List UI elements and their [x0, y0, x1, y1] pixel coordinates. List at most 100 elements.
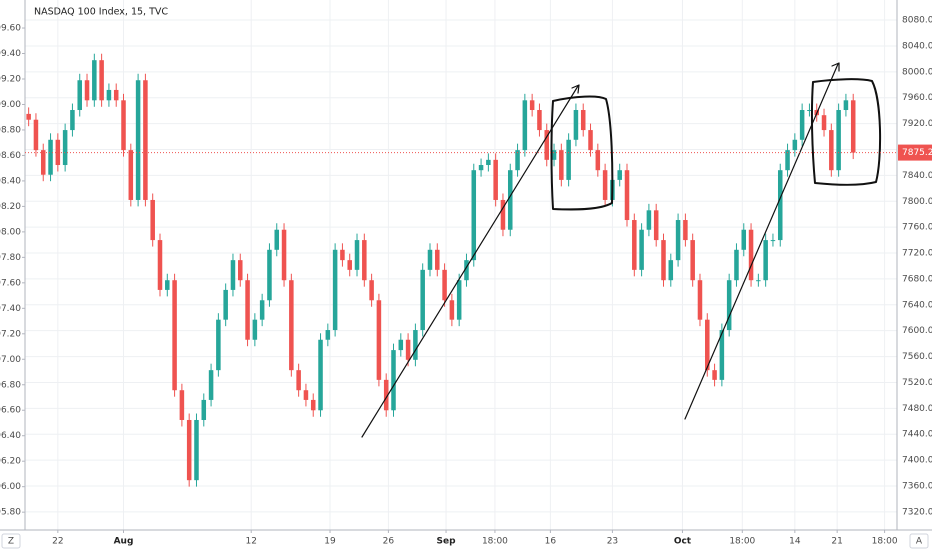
candle-body — [580, 110, 586, 131]
candle-body — [617, 170, 622, 180]
candle-body — [318, 339, 323, 411]
candle-body — [763, 240, 768, 281]
candle-body — [442, 269, 447, 301]
candle-body — [719, 330, 725, 380]
candle-body — [522, 100, 528, 151]
x-tick-label: Sep — [437, 537, 457, 547]
y-tick-label: 97.00 — [0, 355, 21, 365]
y2-tick-label: 7920.0 — [902, 119, 932, 129]
candle-body — [602, 170, 608, 200]
candle-body — [55, 139, 61, 166]
y2-tick-label: 7800.0 — [902, 197, 932, 207]
candle-body — [99, 60, 104, 101]
y2-tick-label: 8000.0 — [902, 67, 932, 77]
y-tick-label: 98.60 — [0, 151, 21, 161]
candle-body — [310, 399, 316, 411]
y-tick-label: 96.00 — [0, 482, 21, 492]
y2-tick-label: 7480.0 — [902, 404, 932, 414]
candle-body — [413, 330, 418, 360]
candle-body — [427, 249, 433, 270]
candle-body — [165, 280, 170, 290]
x-tick-label: 18:00 — [872, 537, 898, 547]
y-tick-label: 96.40 — [0, 431, 21, 441]
candle-body — [106, 89, 112, 101]
candle-body — [186, 419, 192, 481]
y2-tick-label: 7400.0 — [902, 456, 932, 466]
y2-tick-label: 7560.0 — [902, 352, 932, 362]
candle-body — [303, 390, 309, 400]
y2-tick-label: 7720.0 — [902, 249, 932, 259]
candle-body — [157, 240, 163, 290]
candle-body — [770, 240, 776, 242]
y2-tick-label: 7360.0 — [902, 481, 932, 491]
candle-body — [850, 100, 856, 153]
scale-button-label[interactable]: A — [916, 537, 923, 547]
candle-body — [668, 260, 674, 281]
x-tick-label: 14 — [789, 537, 801, 547]
candle-body — [325, 330, 331, 340]
candle-body — [464, 260, 469, 281]
candle-body — [216, 319, 221, 371]
y2-tick-label: 8040.0 — [902, 41, 932, 51]
candle-body — [551, 150, 557, 160]
scale-button[interactable] — [1, 533, 21, 549]
candle-body — [515, 150, 520, 171]
candles — [26, 53, 856, 487]
candle-body — [624, 170, 630, 221]
y-tick-label: 95.80 — [0, 508, 21, 518]
candle-body — [785, 150, 790, 171]
candle-body — [354, 240, 360, 270]
candle-body — [70, 110, 75, 131]
y-tick-label: 98.40 — [0, 176, 21, 186]
candle-body — [33, 119, 39, 151]
candle-body — [238, 260, 243, 281]
y2-tick-label: 7960.0 — [902, 93, 932, 103]
x-tick-label: 19 — [324, 537, 336, 547]
candle-body — [529, 100, 535, 111]
candle-body — [478, 165, 484, 171]
y2-tick-label: 7640.0 — [902, 300, 932, 310]
candle-body — [566, 139, 571, 180]
y-tick-label: 97.60 — [0, 278, 21, 288]
candle-body — [40, 150, 46, 175]
candle-body — [92, 60, 97, 101]
y2-tick-label: 8080.0 — [902, 16, 932, 26]
candle-body — [62, 130, 68, 166]
candle-body — [201, 399, 207, 420]
candle-body — [179, 390, 185, 420]
y-tick-label: 99.20 — [0, 74, 21, 84]
candle-body — [829, 130, 834, 171]
candle-body — [748, 229, 754, 281]
candle-body — [369, 280, 374, 301]
candle-body — [383, 379, 389, 411]
y-tick-label: 96.60 — [0, 406, 21, 416]
candle-body — [741, 229, 747, 250]
candle-body — [391, 350, 396, 411]
candle-body — [588, 130, 593, 151]
x-tick-label: 16 — [545, 537, 557, 547]
candle-body — [230, 260, 236, 290]
candle-body — [274, 229, 280, 250]
candle-body — [836, 110, 841, 171]
x-tick-label: Aug — [114, 537, 134, 547]
candle-body — [639, 229, 644, 270]
last-price-box — [898, 144, 932, 161]
trend-arrow — [361, 85, 579, 438]
candle-body — [121, 100, 126, 151]
candle-body — [544, 130, 550, 160]
candle-body — [405, 339, 411, 360]
y-tick-label: 99.00 — [0, 100, 21, 110]
candle-body — [267, 249, 272, 301]
y2-tick-label: 7320.0 — [902, 507, 932, 517]
scale-button[interactable] — [909, 533, 929, 549]
candle-body — [777, 170, 783, 241]
candle-body — [821, 115, 827, 131]
candle-body — [726, 280, 732, 331]
scale-button-label[interactable]: Z — [8, 537, 14, 547]
candle-body — [376, 300, 382, 380]
candle-body — [347, 260, 352, 270]
y-tick-label: 98.00 — [0, 227, 21, 237]
hand-box — [810, 78, 882, 186]
candle-body — [252, 319, 258, 340]
